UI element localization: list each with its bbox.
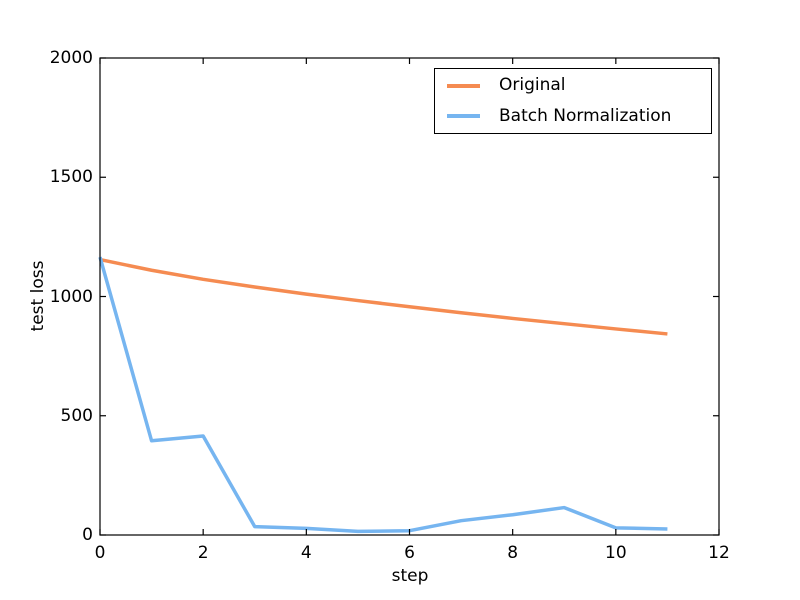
y-axis-label: test loss: [28, 260, 48, 332]
y-tick-label: 500: [60, 405, 93, 426]
series-line-batch-normalization: [98, 256, 668, 534]
x-tick-label: 12: [708, 543, 730, 563]
legend-entry-original: Original: [435, 72, 711, 100]
x-tick-label: 10: [605, 543, 627, 563]
x-tick-label: 8: [507, 543, 519, 563]
x-tick-label: 0: [94, 543, 106, 563]
x-axis-label: step: [391, 566, 429, 586]
legend-swatch-original: [447, 83, 480, 88]
legend-label-original: Original: [499, 75, 566, 96]
y-tick-label: 2000: [49, 48, 93, 68]
x-tick-label: 6: [404, 543, 415, 563]
y-tick-label: 1000: [49, 286, 93, 307]
legend-swatch-batch-normalization: [447, 114, 480, 119]
legend-label-batch-normalization: Batch Normalization: [499, 105, 672, 126]
series-line-original: [99, 257, 668, 336]
legend-entry-batch-normalization: Batch Normalization: [435, 102, 711, 130]
x-tick-label: 4: [300, 543, 312, 563]
y-tick-label: 1500: [49, 167, 93, 188]
legend: Original Batch Normalization: [434, 68, 712, 134]
x-tick-label: 2: [197, 543, 209, 563]
y-tick-label: 0: [82, 525, 93, 545]
